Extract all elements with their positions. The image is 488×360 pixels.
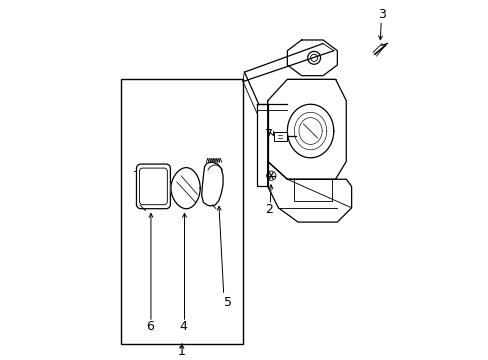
Polygon shape [287,40,337,76]
Polygon shape [287,104,333,158]
Polygon shape [257,104,267,186]
Text: 3: 3 [377,9,385,22]
Text: 1: 1 [178,345,185,358]
Text: 4: 4 [180,320,187,333]
Bar [273,132,286,141]
Bar [121,79,242,343]
Text: 5: 5 [223,296,231,309]
Text: 6: 6 [146,320,154,333]
Polygon shape [139,168,167,205]
Text: 2: 2 [265,203,273,216]
Polygon shape [171,168,200,209]
Polygon shape [267,79,346,179]
Text: 7: 7 [264,128,272,141]
Polygon shape [267,161,351,222]
Polygon shape [201,162,223,206]
